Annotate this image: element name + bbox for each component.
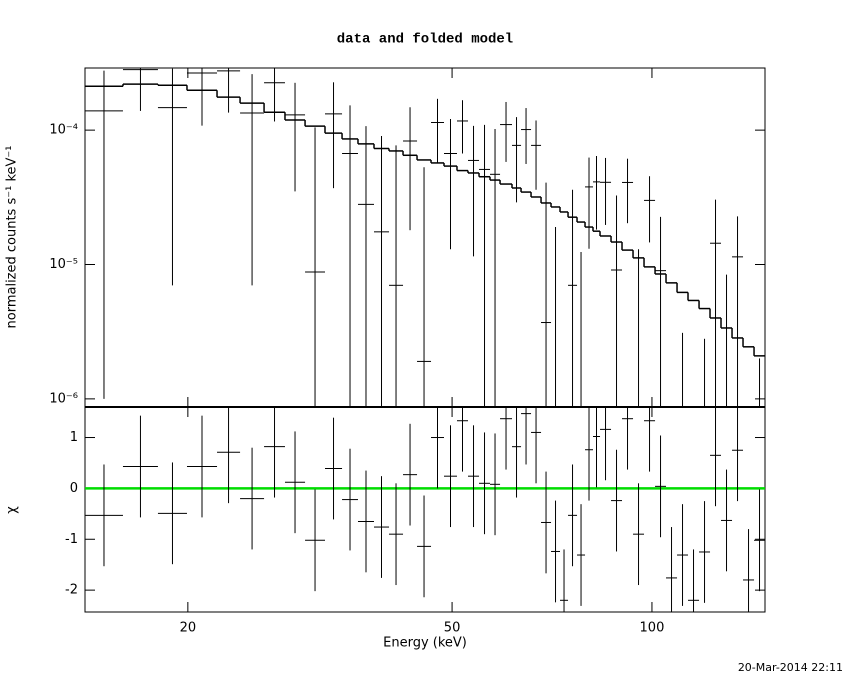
y-tick-label: -2 <box>65 583 78 598</box>
x-tick-label: 20 <box>180 621 197 636</box>
y-tick-label: 0 <box>70 481 78 496</box>
y-tick-label: -1 <box>65 532 78 547</box>
x-axis-label: Energy (keV) <box>383 636 467 651</box>
x-tick-label: 50 <box>444 621 461 636</box>
y-axis-label: normalized counts s⁻¹ keV⁻¹ <box>5 146 20 329</box>
y-tick-label: 10⁻⁴ <box>49 123 78 138</box>
chart-title: data and folded model <box>337 32 513 48</box>
y-tick-label: 1 <box>70 430 78 445</box>
y-axis-label: χ <box>5 506 20 514</box>
x-tick-label: 100 <box>640 621 665 636</box>
y-tick-label: 10⁻⁶ <box>49 391 78 406</box>
timestamp: 20-Mar-2014 22:11 <box>738 661 843 674</box>
y-tick-label: 10⁻⁵ <box>49 257 78 272</box>
